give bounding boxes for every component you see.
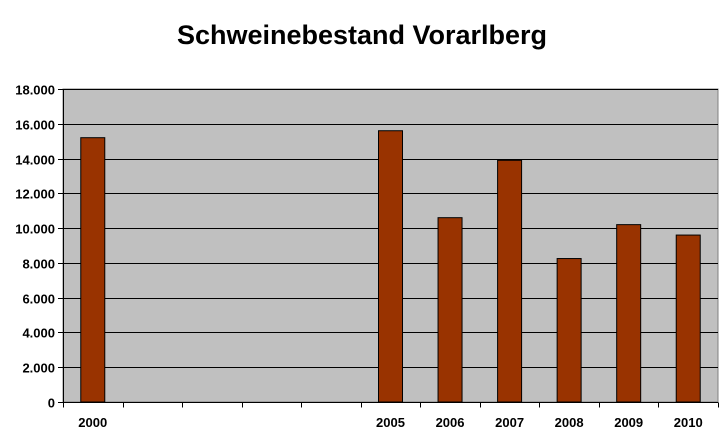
y-tick-label: 18.000 bbox=[15, 83, 55, 98]
y-tick-label: 8.000 bbox=[22, 257, 55, 272]
y-tick-label: 14.000 bbox=[15, 153, 55, 168]
x-tick-label: 2008 bbox=[555, 415, 584, 430]
bar-2006 bbox=[437, 217, 463, 403]
y-tick-label: 4.000 bbox=[22, 326, 55, 341]
x-tick-label: 2009 bbox=[614, 415, 643, 430]
bar-2000 bbox=[80, 137, 106, 403]
bar-2009 bbox=[616, 224, 642, 403]
chart-title: Schweinebestand Vorarlberg bbox=[177, 20, 547, 50]
y-tick-label: 6.000 bbox=[22, 292, 55, 307]
y-tick-label: 16.000 bbox=[15, 118, 55, 133]
y-tick-label: 2.000 bbox=[22, 361, 55, 376]
y-tick-label: 10.000 bbox=[15, 222, 55, 237]
y-tick-label: 12.000 bbox=[15, 187, 55, 202]
x-tick-label: 2007 bbox=[495, 415, 524, 430]
bar-2008 bbox=[556, 258, 582, 403]
bar-2010 bbox=[675, 234, 701, 403]
x-axis: 2000 2005 2006 2007 2008 2009 2010 bbox=[63, 402, 719, 430]
y-tick-label: 0 bbox=[48, 396, 55, 411]
y-axis: 0 2.000 4.000 6.000 8.000 10.000 12.000 14.000 1… bbox=[15, 83, 64, 411]
bars bbox=[80, 130, 701, 403]
x-tick-label: 2000 bbox=[78, 415, 107, 430]
x-tick-label: 2005 bbox=[376, 415, 405, 430]
x-tick-label: 2006 bbox=[436, 415, 465, 430]
bar-2007 bbox=[497, 159, 523, 403]
x-tick-label: 2010 bbox=[674, 415, 703, 430]
bar-2005 bbox=[378, 130, 403, 403]
